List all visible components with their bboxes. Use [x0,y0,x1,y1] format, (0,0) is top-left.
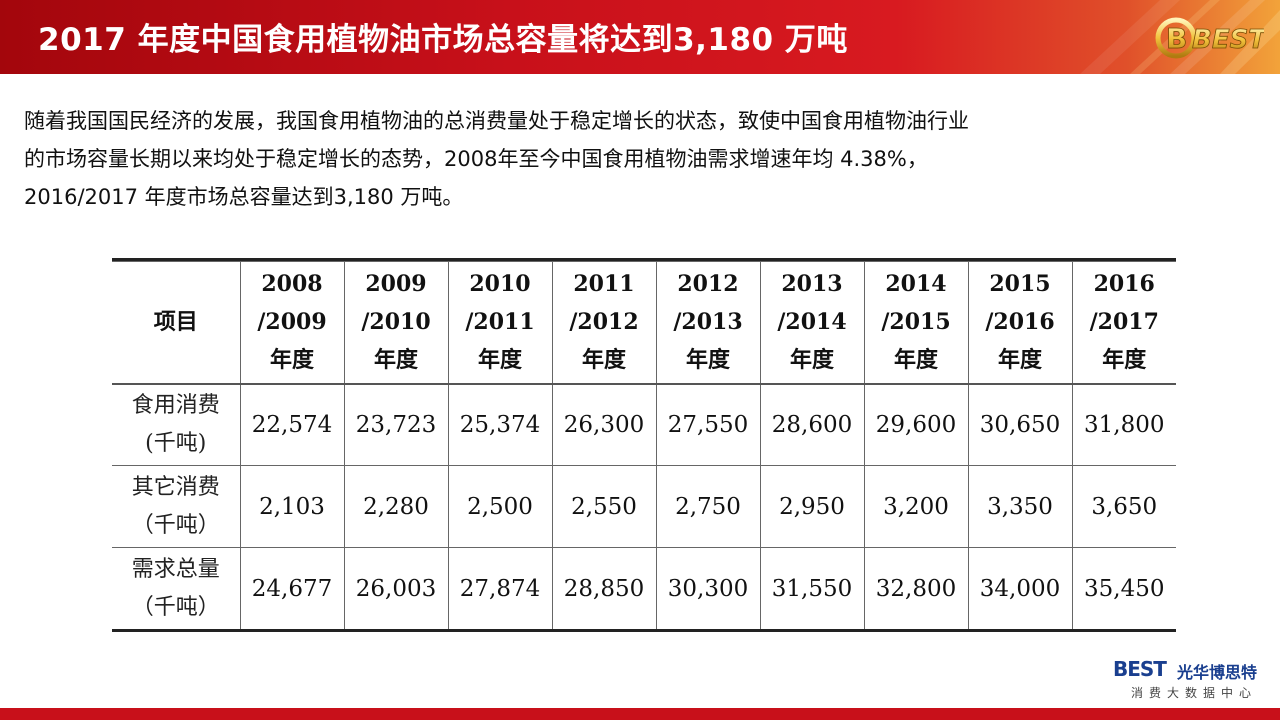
table-cell: 27,550 [655,382,761,467]
header-year: 2016/2017 年度 [1071,261,1176,385]
table-cell: 27,874 [447,547,553,629]
table-cell: 34,000 [967,547,1073,629]
table-cell: 26,300 [551,382,657,467]
table-cell: 28,850 [551,547,657,629]
title-banner: 2017 年度中国食用植物油市场总容量将达到3,180 万吨 B BEST [0,0,1280,74]
svg-text:B: B [1166,22,1187,55]
table-cell: 26,003 [343,547,449,629]
logo-subtitle: 消费大数据中心 [1131,686,1258,700]
table-cell: 30,650 [967,382,1073,467]
table-cell: 29,600 [863,382,969,467]
slide-title: 2017 年度中国食用植物油市场总容量将达到3,180 万吨 [38,22,848,58]
table-cell: 35,450 [1071,547,1176,629]
header-year: 2012/2013 年度 [655,261,761,385]
banner-decoration [1020,0,1280,74]
consumption-table: 项目 2008/2009 年度 2009/2010 年度 2010/2011 年度 2… [112,258,1176,632]
logo-mark: BEST [1113,657,1167,681]
best-badge-logo: B BEST [1155,17,1264,59]
header-year: 2014/2015 年度 [863,261,969,385]
header-year: 2010/2011 年度 [447,261,553,385]
table-cell: 3,200 [863,465,969,549]
header-item: 项目 [112,261,241,385]
table-cell: 2,550 [551,465,657,549]
svg-text:BEST: BEST [1192,25,1264,55]
header-year: 2013/2014 年度 [759,261,865,385]
row-label: 其它消费 （千吨） [112,465,241,549]
table-cell: 2,500 [447,465,553,549]
header-year: 2015/2016 年度 [967,261,1073,385]
table-cell: 3,650 [1071,465,1176,549]
intro-paragraph: 随着我国国民经济的发展，我国食用植物油的总消费量处于稳定增长的状态，致使中国食用… [24,102,1239,216]
table-row-total-demand: 需求总量 （千吨） 24,677 26,003 27,874 28,850 30,… [112,547,1176,629]
table-cell: 25,374 [447,382,553,467]
intro-line-3: 2016/2017 年度市场总容量达到3,180 万吨。 [24,185,464,209]
table-cell: 31,550 [759,547,865,629]
table-row-food-consumption: 食用消费 (千吨) 22,574 23,723 25,374 26,300 27,… [112,382,1176,467]
table-row-other-consumption: 其它消费 （千吨） 2,103 2,280 2,500 2,550 2,750 2… [112,465,1176,549]
logo-company-name: 光华博思特 [1177,663,1258,682]
table-cell: 2,103 [239,465,345,549]
table-cell: 2,750 [655,465,761,549]
footer-bar [0,708,1280,720]
table-cell: 28,600 [759,382,865,467]
header-year: 2009/2010 年度 [343,261,449,385]
header-year: 2011/2012 年度 [551,261,657,385]
table-cell: 32,800 [863,547,969,629]
row-label: 食用消费 (千吨) [112,382,241,467]
table-cell: 30,300 [655,547,761,629]
intro-line-1: 随着我国国民经济的发展，我国食用植物油的总消费量处于稳定增长的状态，致使中国食用… [24,109,969,133]
intro-line-2: 的市场容量长期以来均处于稳定增长的态势，2008年至今中国食用植物油需求增速年均… [24,147,928,171]
table-cell: 24,677 [239,547,345,629]
company-logo: BEST 光华博思特 消费大数据中心 [1113,657,1273,703]
table-cell: 2,950 [759,465,865,549]
header-year: 2008/2009 年度 [239,261,345,385]
table-cell: 31,800 [1071,382,1176,467]
table-cell: 23,723 [343,382,449,467]
table-cell: 3,350 [967,465,1073,549]
table-cell: 22,574 [239,382,345,467]
table-cell: 2,280 [343,465,449,549]
row-label: 需求总量 （千吨） [112,547,241,629]
